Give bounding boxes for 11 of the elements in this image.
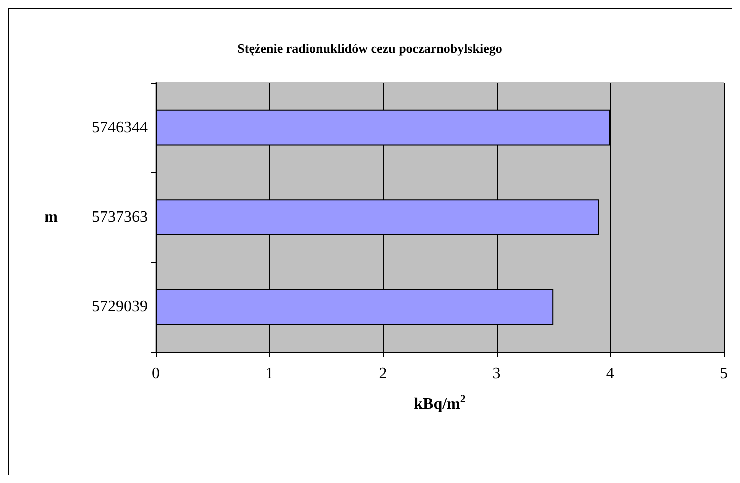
y-tick-label: 5729039: [92, 298, 148, 316]
x-tick-label: 2: [379, 366, 388, 382]
x-tick-label: 1: [266, 366, 274, 382]
x-tick-label: 3: [492, 366, 501, 382]
y-tick-label: 5737363: [92, 209, 148, 226]
x-tick-label: 5: [720, 366, 728, 382]
x-tick-label: 4: [606, 366, 614, 382]
y-tick-label: 5746344: [92, 119, 148, 136]
y-axis-title: m: [44, 209, 59, 226]
chart-title: Stężenie radionuklidów cezu poczarnobylskiego: [238, 41, 502, 56]
x-tick-label: 0: [152, 366, 160, 382]
